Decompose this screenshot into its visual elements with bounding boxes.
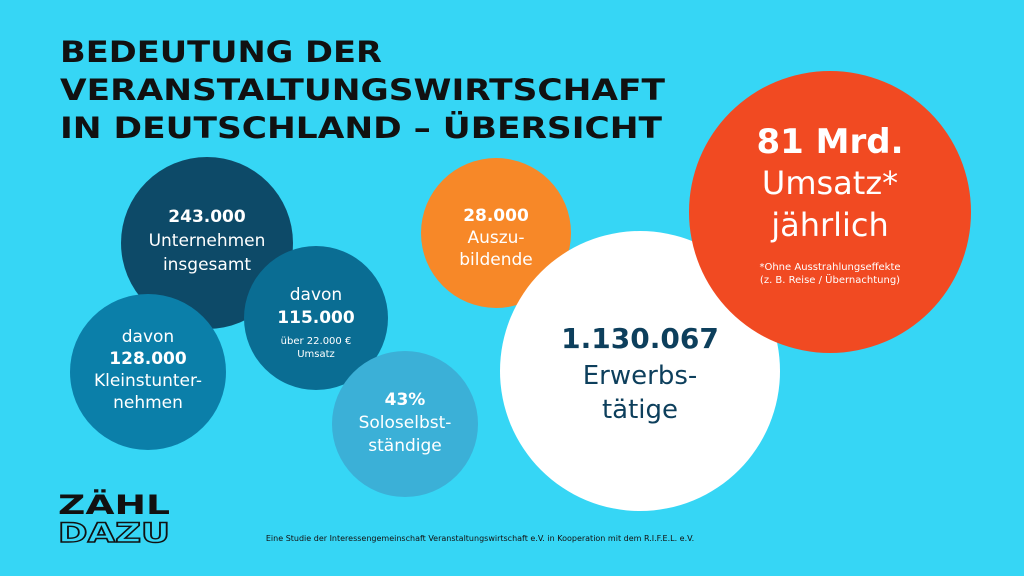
bubble-text: Umsatz* bbox=[762, 164, 898, 202]
bubble-text: Erwerbs- bbox=[583, 361, 698, 391]
footer: Eine Studie der Interessengemeinschaft V… bbox=[266, 534, 694, 543]
logo: ZÄHL bbox=[58, 489, 170, 521]
bubble-text: über 22.000 € bbox=[281, 336, 352, 347]
bubble bbox=[500, 231, 780, 511]
bubble-text: Unternehmen bbox=[149, 231, 266, 251]
bubble-text: 115.000 bbox=[277, 308, 355, 328]
bubble-text: jährlich bbox=[770, 206, 889, 244]
bubble-text: bildende bbox=[459, 250, 533, 270]
bubble bbox=[244, 246, 388, 390]
bubble bbox=[121, 157, 293, 329]
bubble-text: 1.130.067 bbox=[561, 322, 719, 355]
bubble-text: 28.000 bbox=[463, 206, 529, 226]
footnote: *Ohne Ausstrahlungseffekte bbox=[759, 262, 900, 273]
bubble-text: Kleinstunter- bbox=[94, 371, 202, 391]
bubble bbox=[689, 71, 971, 353]
bubble-text: Umsatz bbox=[297, 349, 335, 360]
bubble bbox=[421, 158, 571, 308]
bubble bbox=[332, 351, 478, 497]
bubble-text: insgesamt bbox=[163, 255, 251, 275]
title-line: BEDEUTUNG DER bbox=[60, 35, 382, 69]
bubble-text: 128.000 bbox=[109, 349, 187, 369]
title-line: IN DEUTSCHLAND – ÜBERSICHT bbox=[60, 111, 662, 145]
bubble-text: ständige bbox=[368, 436, 441, 456]
bubble-text: Auszu- bbox=[467, 228, 524, 248]
bubble-text: tätige bbox=[602, 395, 678, 425]
bubble-text: nehmen bbox=[113, 393, 183, 413]
bubble-text: 243.000 bbox=[168, 207, 246, 227]
bubble-text: Soloselbst- bbox=[359, 413, 452, 433]
bubble bbox=[70, 294, 226, 450]
bubble-text: davon bbox=[122, 327, 174, 347]
logo: DAZU bbox=[58, 518, 170, 549]
bubble-text: davon bbox=[290, 285, 342, 305]
footnote: (z. B. Reise / Übernachtung) bbox=[760, 273, 900, 286]
title-line: VERANSTALTUNGSWIRTSCHAFT bbox=[60, 73, 665, 107]
bubble-text: 81 Mrd. bbox=[756, 122, 903, 162]
bubble-text: 43% bbox=[385, 390, 426, 410]
